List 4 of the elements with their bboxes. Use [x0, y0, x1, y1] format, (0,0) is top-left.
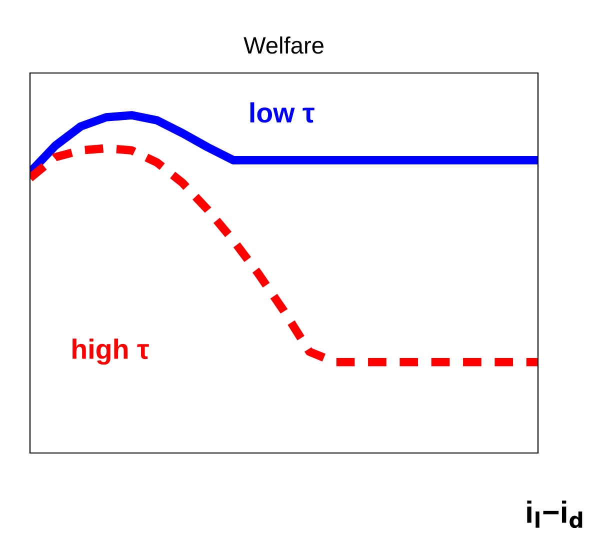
text: high τ: [72, 338, 149, 365]
x-axis-title: i$_{l}$−i$_{d}$: [527, 500, 582, 528]
series-label: low τ: [250, 102, 314, 123]
chart-title: Welfare: [244, 36, 324, 54]
